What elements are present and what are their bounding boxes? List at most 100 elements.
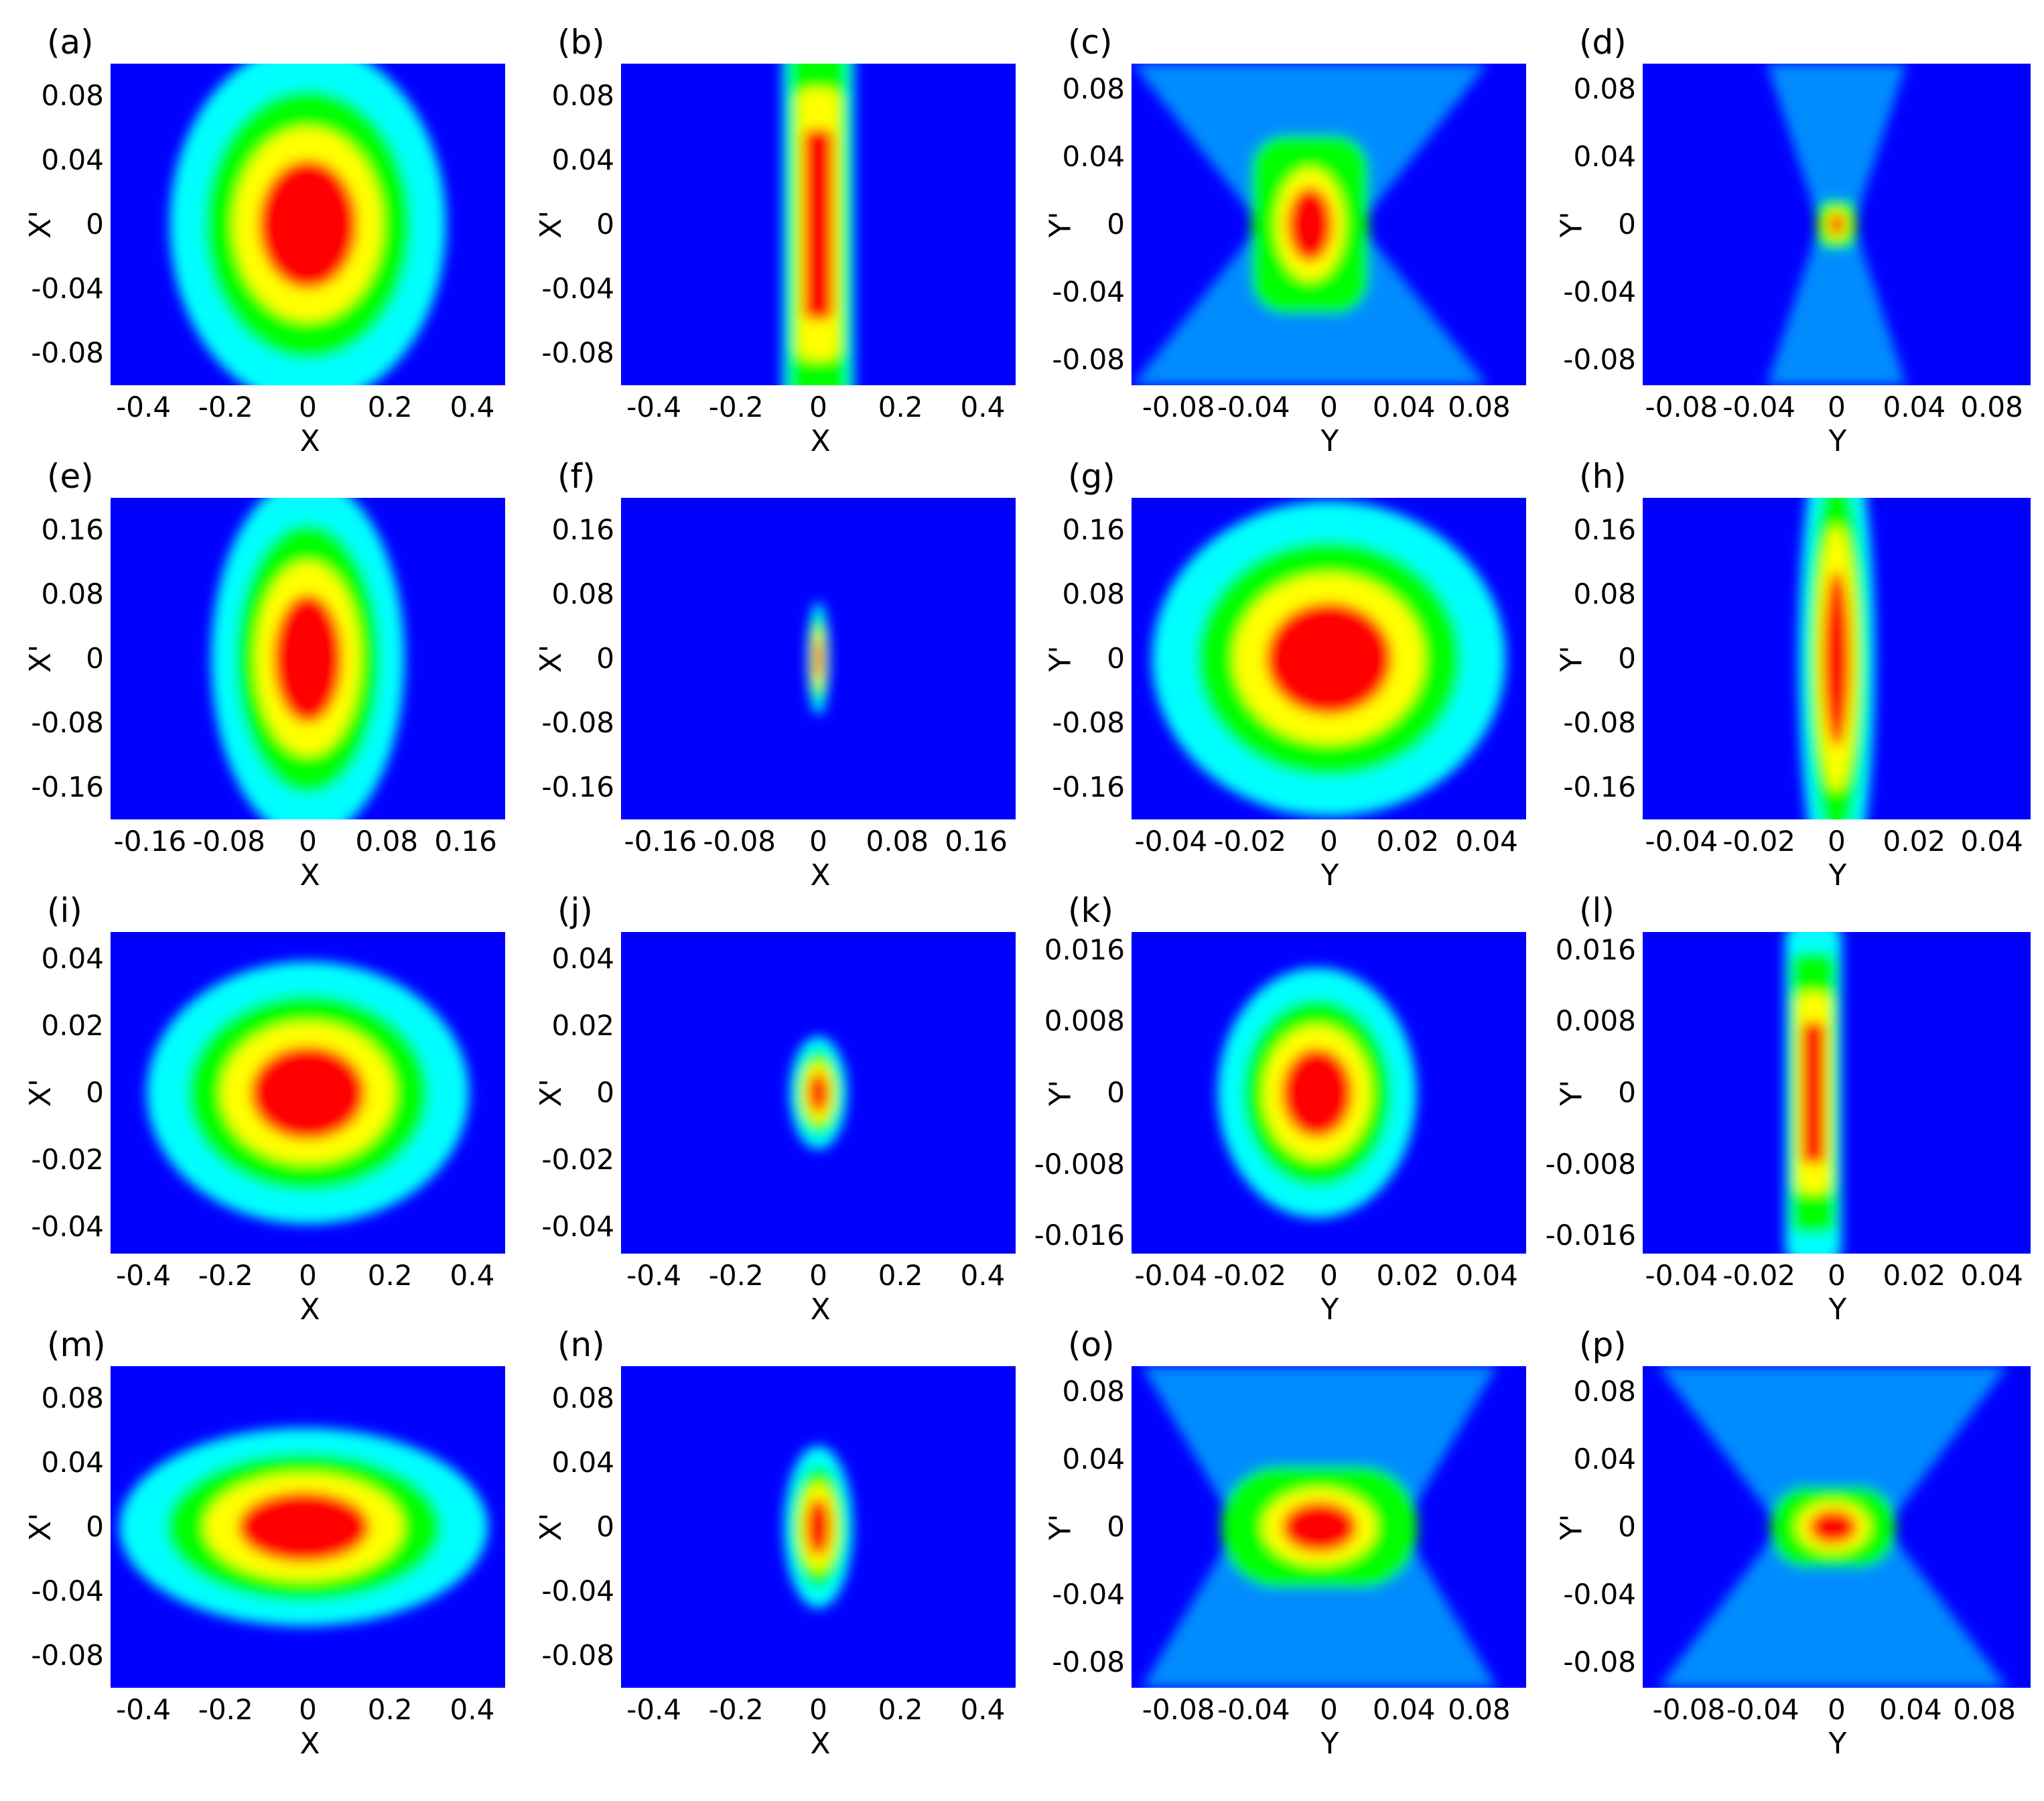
contour-red: [808, 1073, 829, 1113]
y-tick-label: -0.08: [31, 706, 104, 739]
y-tick-label: 0.16: [1573, 513, 1636, 546]
y-axis-label: Y': [1043, 1079, 1078, 1106]
x-tick-label: -0.4: [626, 391, 682, 423]
panel-label: (f): [557, 457, 596, 496]
y-tick-label: -0.08: [1563, 706, 1636, 739]
x-tick-label: 0.4: [960, 391, 1006, 423]
y-tick-label: 0.08: [551, 1382, 614, 1414]
x-tick-label: 0.04: [1883, 391, 1946, 423]
x-tick-label: 0: [1320, 1693, 1338, 1726]
y-tick-label: -0.02: [541, 1143, 614, 1176]
x-tick-label: 0.4: [450, 1259, 495, 1292]
heatmap-plot: [1643, 1366, 2031, 1688]
heatmap-plot: [111, 1366, 505, 1688]
contour-red: [238, 1491, 370, 1562]
x-axis-label: X: [299, 424, 320, 458]
x-tick-label: -0.2: [708, 391, 764, 423]
y-tick-label: 0.04: [1062, 139, 1125, 173]
contour-red: [1823, 570, 1850, 747]
x-tick-label: -0.16: [624, 825, 697, 858]
x-tick-label: -0.08: [1142, 391, 1215, 423]
heatmap-svg: [1798, 498, 1875, 819]
x-tick-label: 0.4: [450, 1693, 495, 1726]
y-tick-label: 0.04: [41, 942, 104, 975]
panel-label: (m): [47, 1325, 106, 1364]
y-tick-label: -0.04: [541, 1210, 614, 1243]
x-tick-label: -0.04: [1217, 1693, 1290, 1726]
x-tick-label: -0.16: [113, 825, 187, 858]
panel-label: (h): [1579, 457, 1627, 496]
y-tick-label: -0.04: [1563, 275, 1636, 309]
x-tick-label: 0: [1828, 1693, 1846, 1726]
x-tick-label: -0.08: [1652, 1693, 1726, 1726]
y-tick-label: -0.016: [1545, 1219, 1636, 1252]
x-tick-label: 0: [809, 391, 827, 423]
y-tick-label: -0.08: [31, 336, 104, 369]
y-tick-label: 0.04: [551, 143, 614, 176]
density-layers: [1658, 1366, 2008, 1688]
y-tick-label: 0.08: [1573, 72, 1636, 105]
x-tick-label: 0.08: [355, 825, 419, 858]
heatmap-plot: [1132, 498, 1526, 819]
panel-label: (o): [1068, 1325, 1115, 1364]
y-axis-label: X': [534, 210, 569, 239]
x-axis-label: X: [299, 1727, 320, 1761]
x-tick-label: -0.08: [703, 825, 776, 858]
x-tick-label: 0.04: [1455, 825, 1518, 858]
panel-label: (j): [557, 891, 593, 930]
heatmap-svg: [211, 498, 405, 819]
x-tick-label: -0.2: [708, 1259, 764, 1292]
contour-red: [1281, 1048, 1353, 1138]
heatmap-svg: [1152, 501, 1506, 817]
x-tick-label: -0.04: [1722, 391, 1796, 423]
y-tick-label: 0: [86, 642, 104, 675]
y-tick-label: 0.08: [1062, 1374, 1125, 1408]
y-axis-label: Y': [1554, 1514, 1589, 1540]
y-tick-label: -0.04: [31, 1210, 104, 1243]
y-tick-label: -0.16: [1052, 771, 1125, 803]
y-tick-label: 0: [1618, 1076, 1636, 1109]
x-tick-label: 0.04: [1455, 1259, 1518, 1292]
heatmap-plot: [621, 932, 1016, 1254]
x-tick-label: -0.4: [626, 1259, 682, 1292]
y-axis-label: X': [534, 1078, 569, 1108]
y-tick-label: 0.04: [41, 143, 104, 176]
x-axis-label: Y: [1828, 1727, 1847, 1761]
heatmap-plot: [621, 64, 1016, 385]
y-tick-label: -0.16: [541, 771, 614, 803]
x-axis-label: X: [810, 1292, 831, 1327]
y-axis-label: X': [534, 644, 569, 673]
density-layers: [783, 1446, 854, 1608]
x-tick-label: 0: [809, 1693, 827, 1726]
x-tick-label: 0.08: [866, 825, 929, 858]
x-tick-label: 0: [1828, 391, 1846, 423]
y-tick-label: 0.04: [1573, 139, 1636, 173]
heatmap-svg: [1217, 968, 1417, 1218]
heatmap-plot: [1643, 64, 2031, 385]
y-tick-label: -0.04: [1563, 1578, 1636, 1611]
x-tick-label: 0: [299, 391, 317, 423]
density-layers: [807, 602, 829, 715]
y-tick-label: 0.08: [1062, 72, 1125, 105]
y-tick-label: -0.08: [1563, 1646, 1636, 1679]
y-tick-label: -0.04: [541, 272, 614, 305]
y-tick-label: 0: [1618, 642, 1636, 675]
x-axis-label: X: [299, 1292, 320, 1327]
panel-label: (p): [1579, 1325, 1627, 1364]
x-tick-label: 0.04: [1372, 1693, 1436, 1726]
x-tick-label: -0.4: [116, 1693, 172, 1726]
density-layers: [1132, 64, 1488, 385]
heatmap-plot: [1643, 498, 2031, 819]
x-tick-label: -0.02: [1213, 1259, 1287, 1292]
heatmap-svg: [789, 1037, 847, 1149]
heatmap-svg: [783, 1446, 854, 1608]
y-axis-label: Y': [1554, 645, 1589, 672]
density-layers: [1785, 932, 1842, 1254]
contour-red: [1828, 214, 1845, 235]
panel-label: (g): [1068, 457, 1115, 496]
heatmap-plot: [621, 498, 1016, 819]
x-tick-label: -0.2: [198, 1259, 253, 1292]
x-tick-label: 0.04: [1960, 1259, 2023, 1292]
x-tick-label: 0.2: [878, 1693, 923, 1726]
